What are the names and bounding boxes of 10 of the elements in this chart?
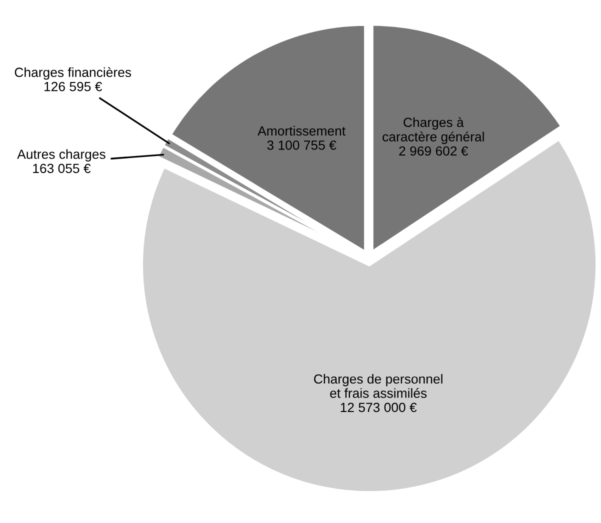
data-label: 126 595 €: [44, 82, 102, 92]
data-label: 3 100 755 €: [267, 140, 336, 150]
data-label: 12 573 000 €: [340, 402, 417, 412]
slice-label: Charges de personnel et frais assimilés: [314, 374, 442, 398]
slice-label: Amortissement: [258, 126, 346, 136]
data-label: 2 969 602 €: [399, 146, 468, 156]
slice-label: Autres charges: [17, 149, 106, 162]
data-label: 163 055 €: [33, 164, 91, 174]
slice-label: Charges à caractère général: [382, 117, 484, 144]
slice-label: Charges financières: [14, 67, 132, 80]
